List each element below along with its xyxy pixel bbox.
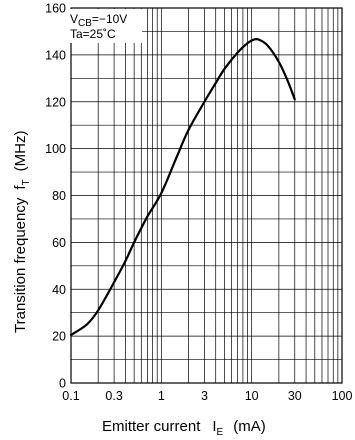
condition-vcb-value: =−10V [92,12,127,26]
y-tick-label: 120 [45,95,66,109]
x-axis-label-text: Emitter current [102,418,201,435]
x-axis-label-symbol: I [212,418,216,435]
x-tick-label: 10 [245,389,259,403]
y-axis-label: Transition frequency fT (MHz) [12,131,32,333]
x-tick-label: 1 [158,389,165,403]
condition-ta: Ta=25˚C [70,27,116,41]
grid [71,8,342,383]
x-axis-label: Emitter current IE (mA) [102,418,266,438]
y-tick-label: 140 [45,48,66,62]
condition-vcb: VCB=−10V [70,12,127,29]
condition-vcb-subscript: CB [78,18,92,29]
y-tick-label: 100 [45,142,66,156]
y-axis-label-text: Transition frequency [12,197,29,333]
x-tick-label: 100 [332,389,353,403]
x-tick-label: 0.3 [105,389,122,403]
y-axis-label-symbol: f [12,185,29,190]
y-tick-label: 160 [45,2,66,16]
series-line-ft [69,37,296,337]
y-tick-label: 0 [59,377,66,391]
y-axis-label-subscript: T [21,179,32,185]
conditions-box [66,9,142,43]
x-tick-label: 30 [288,389,302,403]
x-axis-label-unit: (mA) [233,418,266,435]
y-tick-label: 60 [52,236,66,250]
y-tick-label: 80 [52,189,66,203]
y-axis-label-unit: (MHz) [12,131,29,172]
condition-vcb-symbol: V [70,12,78,26]
x-tick-label: 0.1 [62,389,79,403]
tick-labels: 0.1 0.3 1 3 10 30 100 0 20 40 60 80 100 120 140 160 [45,2,352,404]
plot-frame [70,7,343,384]
x-axis-label-subscript: E [217,427,224,438]
x-tick-label: 3 [201,389,208,403]
y-tick-label: 20 [52,330,66,344]
y-tick-label: 40 [52,283,66,297]
